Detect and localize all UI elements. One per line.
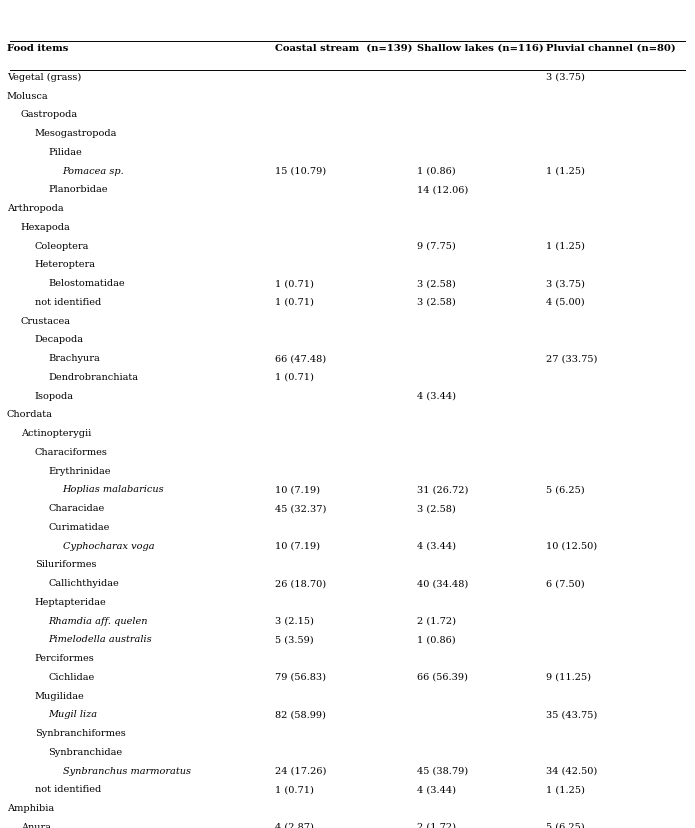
Text: 1 (0.71): 1 (0.71) <box>275 297 313 306</box>
Text: Characiformes: Characiformes <box>35 447 108 456</box>
Text: not identified: not identified <box>35 784 101 793</box>
Text: Decapoda: Decapoda <box>35 335 83 344</box>
Text: Synbranchidae: Synbranchidae <box>49 747 123 756</box>
Text: Synbranchus marmoratus: Synbranchus marmoratus <box>63 766 190 775</box>
Text: 5 (3.59): 5 (3.59) <box>275 634 313 643</box>
Text: 5 (6.25): 5 (6.25) <box>546 484 584 493</box>
Text: Erythrinidae: Erythrinidae <box>49 466 111 475</box>
Text: Hexapoda: Hexapoda <box>21 223 71 232</box>
Text: Dendrobranchiata: Dendrobranchiata <box>49 373 138 382</box>
Text: Pimelodella australis: Pimelodella australis <box>49 634 152 643</box>
Text: Shallow lakes (n=116): Shallow lakes (n=116) <box>417 44 543 53</box>
Text: 14 (12.06): 14 (12.06) <box>417 185 468 194</box>
Text: Coastal stream  (n=139): Coastal stream (n=139) <box>275 44 412 53</box>
Text: 27 (33.75): 27 (33.75) <box>546 354 597 363</box>
Text: 45 (38.79): 45 (38.79) <box>417 766 468 775</box>
Text: Curimatidae: Curimatidae <box>49 522 110 532</box>
Text: 1 (1.25): 1 (1.25) <box>546 166 584 176</box>
Text: Anura: Anura <box>21 822 51 828</box>
Text: Cyphocharax voga: Cyphocharax voga <box>63 541 154 550</box>
Text: Cichlidae: Cichlidae <box>49 672 95 681</box>
Text: 1 (0.86): 1 (0.86) <box>417 166 456 176</box>
Text: 10 (7.19): 10 (7.19) <box>275 484 320 493</box>
Text: 66 (56.39): 66 (56.39) <box>417 672 468 681</box>
Text: 1 (0.71): 1 (0.71) <box>275 373 313 382</box>
Text: Heptapteridae: Heptapteridae <box>35 597 106 606</box>
Text: Pilidae: Pilidae <box>49 147 83 156</box>
Text: 10 (12.50): 10 (12.50) <box>546 541 597 550</box>
Text: Planorbidae: Planorbidae <box>49 185 108 194</box>
Text: 4 (3.44): 4 (3.44) <box>417 541 456 550</box>
Text: 9 (7.75): 9 (7.75) <box>417 241 456 250</box>
Text: 2 (1.72): 2 (1.72) <box>417 616 456 625</box>
Text: 2 (1.72): 2 (1.72) <box>417 822 456 828</box>
Text: 1 (0.71): 1 (0.71) <box>275 784 313 793</box>
Text: 3 (2.58): 3 (2.58) <box>417 297 456 306</box>
Text: 79 (56.83): 79 (56.83) <box>275 672 325 681</box>
Text: 1 (0.86): 1 (0.86) <box>417 634 456 643</box>
Text: 34 (42.50): 34 (42.50) <box>546 766 597 775</box>
Text: 10 (7.19): 10 (7.19) <box>275 541 320 550</box>
Text: Belostomatidae: Belostomatidae <box>49 279 125 287</box>
Text: 4 (2.87): 4 (2.87) <box>275 822 313 828</box>
Text: 4 (3.44): 4 (3.44) <box>417 784 456 793</box>
Text: 1 (0.71): 1 (0.71) <box>275 279 313 287</box>
Text: Heteroptera: Heteroptera <box>35 260 96 269</box>
Text: Amphibia: Amphibia <box>7 803 54 812</box>
Text: 82 (58.99): 82 (58.99) <box>275 710 325 719</box>
Text: Isopoda: Isopoda <box>35 391 74 400</box>
Text: 9 (11.25): 9 (11.25) <box>546 672 591 681</box>
Text: 3 (3.75): 3 (3.75) <box>546 279 584 287</box>
Text: Hoplias malabaricus: Hoplias malabaricus <box>63 484 164 493</box>
Text: Chordata: Chordata <box>7 410 53 419</box>
Text: 5 (6.25): 5 (6.25) <box>546 822 584 828</box>
Text: Brachyura: Brachyura <box>49 354 100 363</box>
Text: Arthropoda: Arthropoda <box>7 204 63 213</box>
Text: Pomacea sp.: Pomacea sp. <box>63 166 124 176</box>
Text: Mugil liza: Mugil liza <box>49 710 98 719</box>
Text: 3 (2.58): 3 (2.58) <box>417 279 456 287</box>
Text: 4 (5.00): 4 (5.00) <box>546 297 584 306</box>
Text: Gastropoda: Gastropoda <box>21 110 78 119</box>
Text: 31 (26.72): 31 (26.72) <box>417 484 468 493</box>
Text: 3 (2.58): 3 (2.58) <box>417 503 456 513</box>
Text: 6 (7.50): 6 (7.50) <box>546 579 584 587</box>
Text: Molusca: Molusca <box>7 91 49 100</box>
Text: 3 (2.15): 3 (2.15) <box>275 616 313 625</box>
Text: Food items: Food items <box>7 44 68 53</box>
Text: 66 (47.48): 66 (47.48) <box>275 354 326 363</box>
Text: 4 (3.44): 4 (3.44) <box>417 391 456 400</box>
Text: 3 (3.75): 3 (3.75) <box>546 73 584 82</box>
Text: 24 (17.26): 24 (17.26) <box>275 766 326 775</box>
Text: Perciformes: Perciformes <box>35 653 95 662</box>
Text: Characidae: Characidae <box>49 503 105 513</box>
Text: Actinopterygii: Actinopterygii <box>21 429 91 437</box>
Text: Mugilidae: Mugilidae <box>35 691 85 700</box>
Text: Pluvial channel (n=80): Pluvial channel (n=80) <box>546 44 676 53</box>
Text: 35 (43.75): 35 (43.75) <box>546 710 597 719</box>
Text: 45 (32.37): 45 (32.37) <box>275 503 326 513</box>
Text: Synbranchiformes: Synbranchiformes <box>35 728 126 737</box>
Text: 40 (34.48): 40 (34.48) <box>417 579 468 587</box>
Text: Vegetal (grass): Vegetal (grass) <box>7 73 81 82</box>
Text: 1 (1.25): 1 (1.25) <box>546 241 584 250</box>
Text: Rhamdia aff. quelen: Rhamdia aff. quelen <box>49 616 148 625</box>
Text: 15 (10.79): 15 (10.79) <box>275 166 326 176</box>
Text: Coleoptera: Coleoptera <box>35 241 89 250</box>
Text: 26 (18.70): 26 (18.70) <box>275 579 326 587</box>
Text: not identified: not identified <box>35 297 101 306</box>
Text: 1 (1.25): 1 (1.25) <box>546 784 584 793</box>
Text: Siluriformes: Siluriformes <box>35 560 96 569</box>
Text: Mesogastropoda: Mesogastropoda <box>35 129 117 138</box>
Text: Crustacea: Crustacea <box>21 316 71 325</box>
Text: Callichthyidae: Callichthyidae <box>49 579 120 587</box>
